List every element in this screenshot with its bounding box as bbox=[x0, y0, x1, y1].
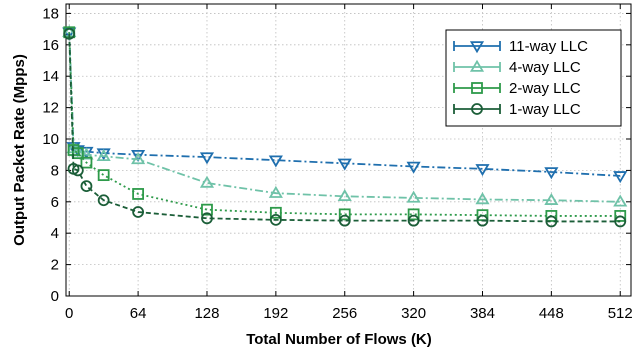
series-line bbox=[68, 32, 621, 203]
legend-marker bbox=[469, 41, 485, 54]
data-point bbox=[199, 152, 215, 165]
data-point bbox=[63, 27, 76, 40]
y-tick-label: 8 bbox=[51, 162, 59, 179]
data-point bbox=[476, 214, 489, 227]
legend-entry: 11-way LLC bbox=[453, 38, 588, 55]
data-point bbox=[407, 208, 420, 221]
data-point bbox=[338, 214, 351, 227]
legend: 11-way LLC 4-way LLC 2-way LLC 1-way LLC bbox=[445, 29, 622, 127]
data-point bbox=[132, 206, 145, 218]
data-point bbox=[132, 188, 145, 200]
data-point bbox=[545, 215, 558, 228]
legend-marker bbox=[469, 59, 485, 72]
data-point bbox=[269, 206, 282, 219]
y-axis-label: Output Packet Rate (Mpps) bbox=[11, 54, 28, 246]
legend-label: 4-way LLC bbox=[509, 59, 581, 76]
data-point bbox=[337, 189, 352, 202]
y-tick-label: 16 bbox=[42, 37, 59, 54]
y-tick-label: 14 bbox=[42, 68, 59, 85]
data-point bbox=[475, 164, 490, 177]
legend-label: 11-way LLC bbox=[509, 38, 588, 55]
data-point bbox=[268, 185, 283, 198]
x-tick-label: 128 bbox=[194, 305, 219, 322]
legend-marker bbox=[471, 103, 483, 115]
x-tick-label: 512 bbox=[608, 305, 633, 322]
y-tick-label: 2 bbox=[51, 257, 59, 274]
x-tick-label: 320 bbox=[401, 305, 426, 322]
axis-ticks: 0 2 4 6 8 10 12 14 16 18 0 64 128 192 256 320 384 448 512 bbox=[42, 4, 633, 322]
data-point bbox=[97, 194, 110, 207]
data-point bbox=[544, 192, 559, 205]
x-axis-label: Total Number of Flows (K) bbox=[246, 331, 432, 348]
data-point bbox=[337, 158, 352, 171]
y-tick-label: 12 bbox=[42, 100, 59, 117]
data-point bbox=[80, 156, 93, 169]
data-point bbox=[131, 152, 146, 165]
data-point bbox=[545, 210, 558, 222]
data-point bbox=[97, 169, 110, 182]
data-point bbox=[201, 203, 213, 216]
y-tick-label: 6 bbox=[51, 194, 59, 211]
legend-entry: 4-way LLC bbox=[453, 59, 581, 76]
data-point bbox=[406, 161, 421, 174]
legend-label: 2-way LLC bbox=[509, 80, 581, 97]
y-tick-label: 0 bbox=[51, 288, 59, 305]
legend-entry: 1-way LLC bbox=[453, 101, 581, 118]
data-point bbox=[614, 215, 627, 228]
data-point bbox=[71, 147, 84, 160]
x-tick-label: 256 bbox=[332, 305, 357, 322]
data-point bbox=[80, 180, 93, 193]
data-point bbox=[201, 212, 213, 225]
data-point bbox=[338, 208, 351, 221]
data-point bbox=[613, 194, 628, 207]
x-tick-label: 64 bbox=[130, 305, 147, 322]
legend-label: 1-way LLC bbox=[509, 101, 581, 118]
data-point bbox=[268, 155, 283, 168]
series-1-way-llc bbox=[63, 27, 627, 228]
data-point bbox=[71, 164, 84, 177]
legend-marker bbox=[471, 82, 483, 94]
y-tick-label: 4 bbox=[51, 225, 59, 242]
x-tick-label: 384 bbox=[470, 305, 495, 322]
legend-entry: 2-way LLC bbox=[453, 80, 581, 97]
data-point bbox=[269, 213, 282, 226]
data-point bbox=[407, 214, 420, 227]
plot-frame bbox=[65, 3, 632, 297]
data-point bbox=[406, 190, 421, 203]
y-tick-label: 10 bbox=[42, 131, 59, 148]
data-point bbox=[475, 192, 490, 205]
data-point bbox=[199, 175, 215, 188]
x-tick-label: 0 bbox=[65, 305, 73, 322]
data-point bbox=[131, 149, 146, 162]
x-tick-label: 448 bbox=[539, 305, 564, 322]
x-tick-label: 192 bbox=[263, 305, 288, 322]
data-point bbox=[544, 167, 559, 180]
series-group bbox=[62, 24, 628, 228]
y-tick-label: 18 bbox=[42, 5, 59, 22]
data-point bbox=[96, 149, 111, 162]
data-point bbox=[613, 171, 628, 184]
series-4-way-llc bbox=[62, 24, 628, 207]
